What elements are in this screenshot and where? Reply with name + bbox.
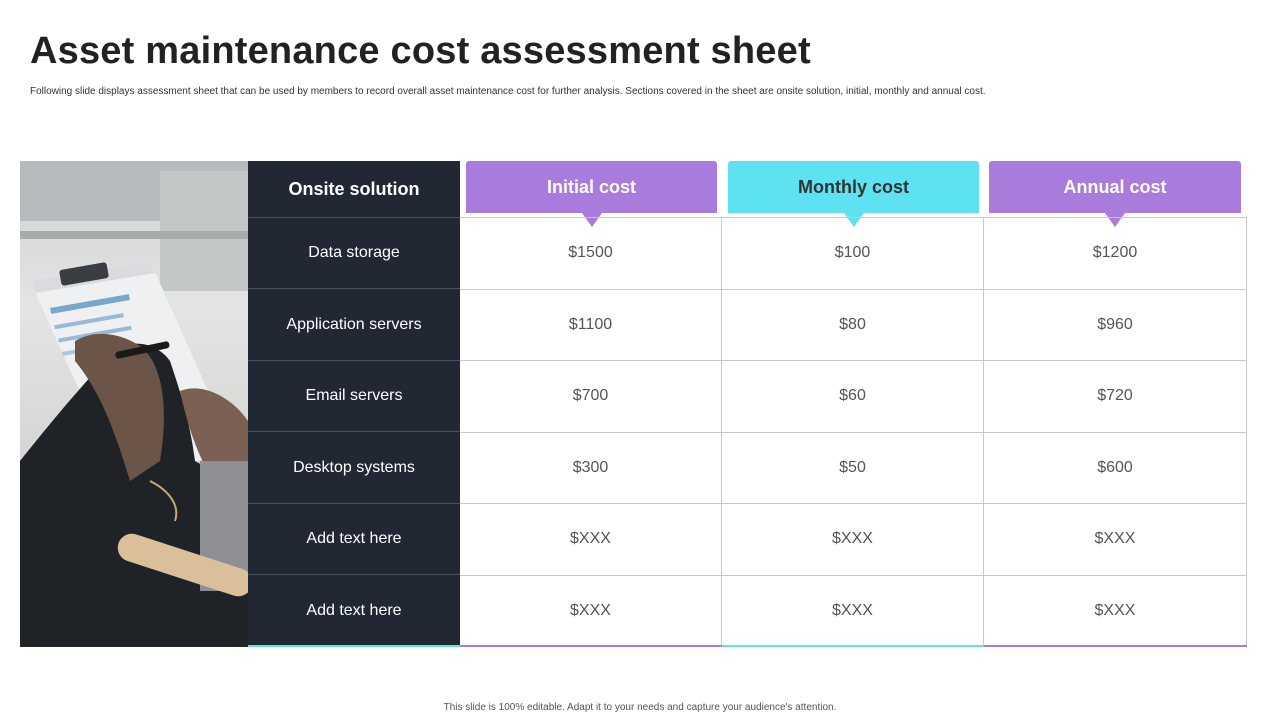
grid-top-border — [460, 217, 1247, 218]
footer-note: This slide is 100% editable. Adapt it to… — [443, 702, 837, 713]
annual-cost-header: Annual cost — [989, 161, 1241, 227]
bottom-accent-line — [984, 645, 1247, 647]
monthly-cost-header: Monthly cost — [728, 161, 979, 227]
onsite-solution-header: Onsite solution — [248, 161, 460, 218]
row-label: Add text here — [306, 602, 402, 619]
down-pointer-icon — [1105, 213, 1125, 227]
table-cell: $1500 — [460, 218, 722, 290]
table-cell: $XXX — [722, 575, 984, 647]
down-pointer-icon — [843, 213, 864, 227]
table-cell: $XXX — [984, 575, 1247, 647]
bottom-accent-line — [722, 645, 984, 647]
row-label: Add text here — [248, 504, 460, 575]
initial-cost-header: Initial cost — [466, 161, 717, 227]
table-cell: $100 — [722, 218, 984, 290]
table-cell: $50 — [722, 432, 984, 504]
table-cell: $XXX — [984, 504, 1247, 576]
row-label: Application servers — [248, 290, 460, 361]
table-cell: $XXX — [460, 504, 722, 576]
annual-cost-label: Annual cost — [1063, 176, 1167, 197]
clipboard-photo — [20, 161, 248, 647]
table-cell: $300 — [460, 432, 722, 504]
row-label: Desktop systems — [248, 433, 460, 504]
monthly-cost-label: Monthly cost — [798, 176, 909, 197]
bottom-accent-line — [460, 645, 722, 647]
table-cell: $80 — [722, 289, 984, 361]
table-cell: $60 — [722, 361, 984, 433]
slide-subtitle: Following slide displays assessment shee… — [30, 86, 986, 97]
table-cell: $720 — [984, 361, 1247, 433]
table-cell: $600 — [984, 432, 1247, 504]
table-cell: $XXX — [722, 504, 984, 576]
table-cell: $XXX — [460, 575, 722, 647]
table-cell: $1100 — [460, 289, 722, 361]
cost-grid: $1500 $100 $1200 $1100 $80 $960 $700 $60… — [460, 218, 1247, 647]
row-label: Email servers — [248, 361, 460, 432]
down-pointer-icon — [581, 213, 602, 227]
table-cell: $960 — [984, 289, 1247, 361]
table-cell: $700 — [460, 361, 722, 433]
onsite-solution-column: Onsite solution Data storage Application… — [248, 161, 460, 647]
row-label: Data storage — [248, 218, 460, 289]
slide-title: Asset maintenance cost assessment sheet — [30, 30, 811, 72]
initial-cost-label: Initial cost — [546, 176, 636, 197]
table-cell: $1200 — [984, 218, 1247, 290]
